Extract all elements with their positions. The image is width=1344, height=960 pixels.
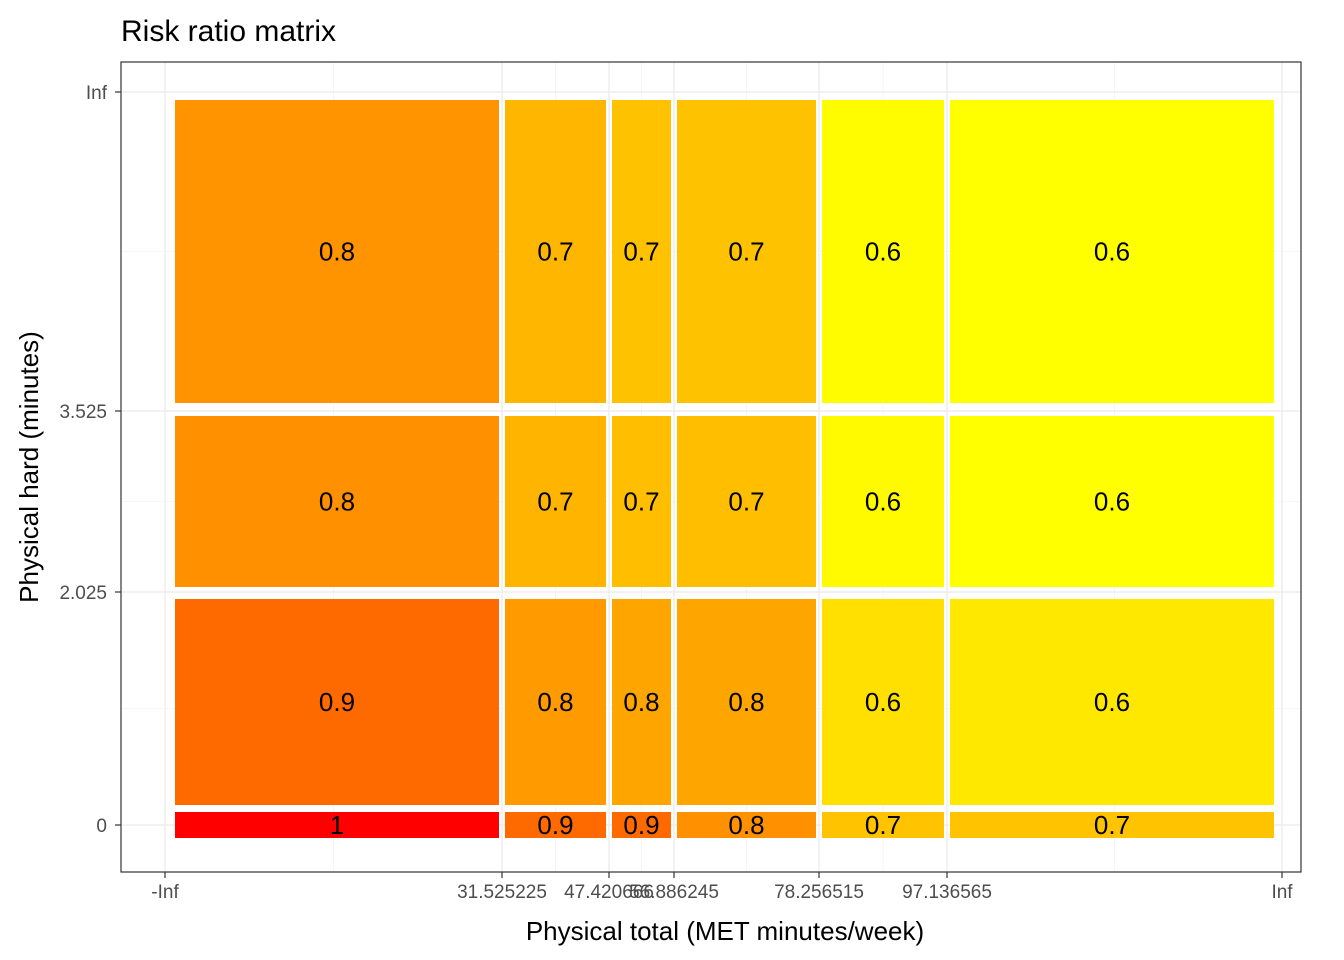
heatmap-cell xyxy=(505,812,606,838)
cell-value-label: 0.7 xyxy=(865,810,901,840)
heatmap-cell xyxy=(175,100,499,403)
heatmap-cell xyxy=(677,100,816,403)
y-tick-label: 0 xyxy=(96,816,107,837)
cell-value-label: 0.7 xyxy=(728,237,764,267)
heatmap-cell xyxy=(612,812,671,838)
cell-value-label: 0.7 xyxy=(623,237,659,267)
cell-value-label: 0.8 xyxy=(319,487,355,517)
heatmap-cells: 1 0.9 0.9 0.8 0.7 0.7 0.9 0.8 0.8 0.8 0.6 0.6 0.8 0.7… xyxy=(175,100,1274,840)
cell-value-label: 0.8 xyxy=(728,687,764,717)
heatmap-cell xyxy=(950,599,1274,805)
heatmap-cell xyxy=(677,599,816,805)
cell-value-label: 0.6 xyxy=(865,237,901,267)
y-tick-label: 2.025 xyxy=(59,583,107,604)
cell-value-label: 0.6 xyxy=(865,487,901,517)
heatmap-cell xyxy=(612,599,671,805)
cell-value-label: 0.6 xyxy=(1094,487,1130,517)
x-tick-label: Inf xyxy=(1271,882,1293,903)
x-tick-label: 78.256515 xyxy=(774,882,864,903)
cell-value-label: 0.8 xyxy=(537,687,573,717)
cell-value-label: 0.9 xyxy=(623,810,659,840)
plot-area: 1 0.9 0.9 0.8 0.7 0.7 0.9 0.8 0.8 0.8 0.6 0.6 0.8 0.7… xyxy=(120,61,1302,873)
cell-value-label: 0.7 xyxy=(623,487,659,517)
heatmap-cell xyxy=(822,812,944,838)
x-tick-label: 97.136565 xyxy=(902,882,992,903)
cell-value-label: 0.6 xyxy=(1094,237,1130,267)
heatmap-cell xyxy=(505,599,606,805)
heatmap-cell xyxy=(950,416,1274,587)
cell-value-label: 0.6 xyxy=(865,687,901,717)
x-tick-label: 56.886245 xyxy=(629,882,719,903)
x-axis-title: Physical total (MET minutes/week) xyxy=(526,916,924,946)
heatmap-cell xyxy=(950,812,1274,838)
heatmap-cell xyxy=(175,812,499,838)
heatmap-cell xyxy=(950,100,1274,403)
cell-value-label: 0.6 xyxy=(1094,687,1130,717)
heatmap-cell xyxy=(175,416,499,587)
y-tick-label: Inf xyxy=(86,83,108,104)
heatmap-cell xyxy=(505,100,606,403)
y-axis-title: Physical hard (minutes) xyxy=(14,331,44,603)
cell-value-label: 0.9 xyxy=(537,810,573,840)
plot-border xyxy=(120,61,1302,873)
heatmap-cell xyxy=(822,100,944,403)
heatmap-cell xyxy=(612,416,671,587)
y-tick-label: 3.525 xyxy=(59,402,107,423)
cell-value-label: 0.7 xyxy=(537,237,573,267)
x-tick-label: 47.420666 xyxy=(564,882,654,903)
x-tick-label: 31.525225 xyxy=(457,882,547,903)
cell-value-label: 0.7 xyxy=(537,487,573,517)
heatmap-cell xyxy=(505,416,606,587)
chart-title: Risk ratio matrix xyxy=(121,15,336,48)
cell-value-label: 0.9 xyxy=(319,687,355,717)
cell-value-label: 1 xyxy=(330,810,344,840)
heatmap-cell xyxy=(175,599,499,805)
cell-value-label: 0.8 xyxy=(623,687,659,717)
cell-value-label: 0.7 xyxy=(1094,810,1130,840)
x-tick-label: -Inf xyxy=(151,882,179,903)
heatmap-cell xyxy=(822,599,944,805)
cell-value-label: 0.8 xyxy=(319,237,355,267)
heatmap-cell xyxy=(677,416,816,587)
cell-value-label: 0.7 xyxy=(728,487,764,517)
cell-value-label: 0.8 xyxy=(728,810,764,840)
heatmap-cell xyxy=(612,100,671,403)
heatmap-cell xyxy=(677,812,816,838)
heatmap-cell xyxy=(822,416,944,587)
y-axis: 0 2.025 3.525 Inf xyxy=(59,83,121,837)
